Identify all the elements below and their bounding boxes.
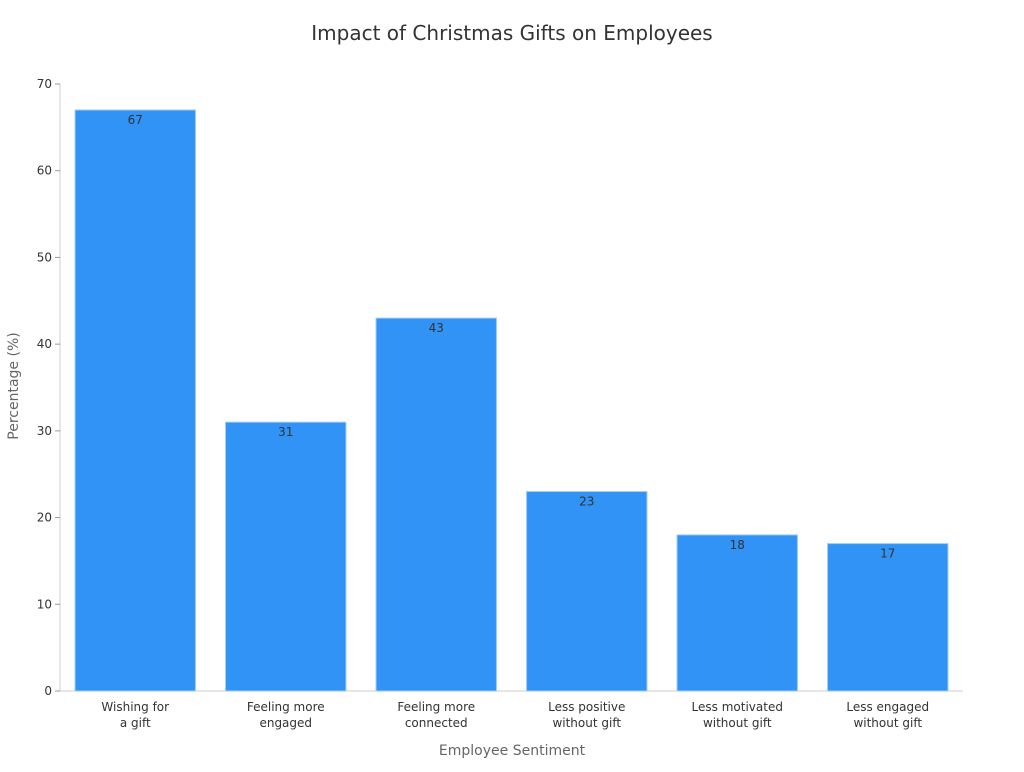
bar-value-label: 67: [128, 113, 143, 127]
x-category-label: Less motivated without gift: [692, 700, 783, 730]
y-tick-label: 0: [44, 684, 52, 698]
x-axis-title: Employee Sentiment: [439, 743, 586, 759]
bar[interactable]: [676, 534, 798, 692]
bar[interactable]: [225, 421, 347, 692]
x-category-label-line: without gift: [552, 716, 621, 730]
x-category-label-line: connected: [405, 716, 468, 730]
bar[interactable]: [827, 543, 949, 692]
y-tick-label: 20: [37, 511, 52, 525]
bar[interactable]: [74, 109, 196, 692]
x-category-label-line: Less motivated: [692, 700, 783, 714]
bar-value-label: 18: [730, 538, 745, 552]
bar-value-label: 43: [429, 321, 444, 335]
x-category-label: Less engaged without gift: [846, 700, 929, 730]
x-category-label: Wishing for a gift: [101, 700, 169, 730]
chart-title: Impact of Christmas Gifts on Employees: [311, 21, 712, 45]
y-axis-title: Percentage (%): [6, 332, 22, 439]
x-category-label-line: without gift: [853, 716, 922, 730]
y-tick-label: 70: [37, 77, 52, 91]
bar[interactable]: [526, 491, 648, 692]
x-category-label-line: Feeling more: [247, 700, 325, 714]
x-category-label-line: Less positive: [548, 700, 625, 714]
x-category-label: Feeling more engaged: [247, 700, 325, 730]
bar[interactable]: [375, 317, 497, 692]
y-tick-label: 30: [37, 424, 52, 438]
x-category-label: Less positive without gift: [548, 700, 625, 730]
x-category-label-line: without gift: [703, 716, 772, 730]
bar-value-label: 31: [278, 425, 293, 439]
y-tick-label: 60: [37, 164, 52, 178]
x-category-label-line: Less engaged: [846, 700, 929, 714]
x-category-label-line: a gift: [120, 716, 151, 730]
bar-value-label: 23: [579, 495, 594, 509]
y-tick-label: 50: [37, 250, 52, 264]
bar-value-label: 17: [880, 547, 895, 561]
plot-area: 0 10 20 30 40 50 60 70 67 Wishing for a gift 31 Feel…: [37, 77, 963, 730]
x-category-label: Feeling more connected: [397, 700, 475, 730]
y-tick-label: 10: [37, 597, 52, 611]
x-category-label-line: Wishing for: [101, 700, 169, 714]
x-category-label-line: Feeling more: [397, 700, 475, 714]
x-category-label-line: engaged: [259, 716, 312, 730]
y-tick-label: 40: [37, 337, 52, 351]
